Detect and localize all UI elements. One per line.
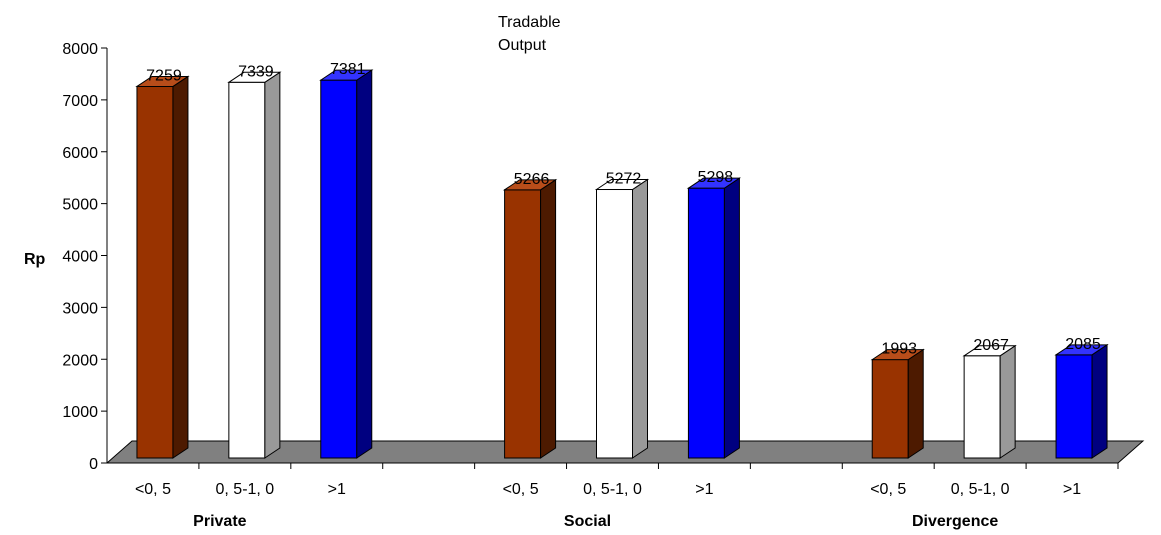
- x-category-label: 0, 5-1, 0: [583, 481, 642, 498]
- bar-top: [686, 177, 742, 189]
- x-group-label: Social: [564, 513, 611, 530]
- bar: [870, 348, 925, 459]
- chart-title-line-2: Output: [498, 37, 547, 54]
- data-label: 5272: [606, 171, 642, 188]
- bar-top: [135, 75, 190, 87]
- bars: 7259 7339 7381 5266 5272 5298 1993 2067 2085: [135, 61, 1109, 459]
- bar: [594, 178, 650, 459]
- y-tick-label: 1000: [62, 404, 98, 421]
- bar: [1054, 343, 1109, 459]
- bar: [227, 71, 282, 459]
- bar-side: [172, 75, 189, 459]
- y-axis-label: Rp: [24, 251, 46, 268]
- y-tick-label: 6000: [62, 145, 98, 162]
- bar-side: [540, 178, 557, 459]
- data-label: 7339: [238, 63, 274, 80]
- x-category-label: <0, 5: [503, 481, 539, 498]
- bar: [502, 178, 558, 459]
- bar-front: [504, 189, 542, 459]
- bar-side: [723, 177, 740, 459]
- y-tick-label: 5000: [62, 197, 98, 214]
- bar-side: [1091, 343, 1108, 459]
- bar-front: [687, 187, 725, 459]
- x-category-label: <0, 5: [870, 481, 906, 498]
- bar-top: [870, 349, 925, 361]
- bar-side: [264, 71, 281, 459]
- data-label: 2085: [1065, 336, 1101, 353]
- bar-front: [228, 81, 266, 459]
- bar-top: [319, 69, 374, 81]
- bar-front: [871, 359, 909, 459]
- bar-top: [502, 179, 558, 191]
- data-label: 5266: [514, 171, 550, 188]
- x-category-label: >1: [695, 481, 713, 498]
- data-label: 5298: [698, 169, 734, 186]
- x-category-label: 0, 5-1, 0: [951, 481, 1010, 498]
- bar-side: [356, 69, 373, 459]
- chart-title-line-1: Tradable: [498, 14, 561, 31]
- bar-top: [594, 179, 650, 191]
- data-label: 7381: [330, 61, 366, 78]
- y-tick-label: 4000: [62, 249, 98, 266]
- bar-front: [963, 355, 1001, 459]
- bar-top: [1054, 344, 1109, 356]
- bar: [962, 344, 1017, 459]
- bar-front: [1055, 354, 1093, 459]
- y-tick-label: 2000: [62, 352, 98, 369]
- x-category-label: <0, 5: [135, 481, 171, 498]
- y-tick-label: 7000: [62, 93, 98, 110]
- y-axis: 0 1000 2000 3000 4000 5000 6000 7000 8000: [62, 41, 108, 473]
- bar-side: [632, 178, 648, 459]
- bar-side: [999, 344, 1016, 459]
- bar: [135, 75, 190, 459]
- y-tick-label: 0: [89, 456, 98, 473]
- bar-top: [227, 71, 282, 83]
- bar-front: [136, 85, 174, 459]
- bar-top: [962, 345, 1017, 357]
- x-group-label: Private: [193, 513, 246, 530]
- data-label: 1993: [881, 341, 917, 358]
- x-category-label: >1: [328, 481, 346, 498]
- x-axis: <0, 5 0, 5-1, 0 >1 Private <0, 5 0, 5-1, 0 >1 S…: [107, 462, 1119, 530]
- bar: [686, 177, 742, 459]
- x-group-label: Divergence: [912, 513, 998, 530]
- y-tick-label: 8000: [62, 41, 98, 58]
- bar-side: [907, 348, 924, 459]
- data-label: 7259: [146, 67, 182, 84]
- x-category-label: 0, 5-1, 0: [216, 481, 275, 498]
- data-label: 2067: [973, 337, 1009, 354]
- y-tick-label: 3000: [62, 300, 98, 317]
- bar-front: [596, 189, 633, 459]
- x-category-label: >1: [1063, 481, 1081, 498]
- bar: [319, 69, 374, 459]
- bar-front: [320, 79, 358, 459]
